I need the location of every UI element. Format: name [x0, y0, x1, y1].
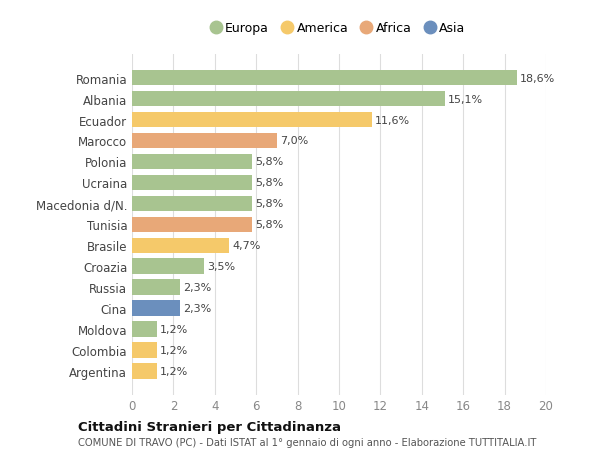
- Bar: [132, 196, 252, 212]
- Text: 3,5%: 3,5%: [208, 262, 236, 272]
- Bar: [132, 343, 157, 358]
- Bar: [132, 238, 229, 254]
- Text: 1,2%: 1,2%: [160, 325, 188, 335]
- Bar: [132, 322, 157, 337]
- Bar: [132, 280, 179, 296]
- Text: 2,3%: 2,3%: [183, 304, 211, 313]
- Text: 15,1%: 15,1%: [448, 94, 483, 104]
- Text: 5,8%: 5,8%: [255, 157, 283, 167]
- Text: COMUNE DI TRAVO (PC) - Dati ISTAT al 1° gennaio di ogni anno - Elaborazione TUTT: COMUNE DI TRAVO (PC) - Dati ISTAT al 1° …: [78, 437, 536, 447]
- Text: 5,8%: 5,8%: [255, 220, 283, 230]
- Text: 5,8%: 5,8%: [255, 199, 283, 209]
- Bar: [132, 259, 205, 274]
- Bar: [132, 133, 277, 149]
- Text: 18,6%: 18,6%: [520, 73, 556, 84]
- Bar: [132, 154, 252, 170]
- Bar: [132, 175, 252, 191]
- Bar: [132, 71, 517, 86]
- Bar: [132, 301, 179, 317]
- Legend: Europa, America, Africa, Asia: Europa, America, Africa, Asia: [208, 17, 470, 40]
- Bar: [132, 364, 157, 379]
- Bar: [132, 91, 445, 107]
- Text: 4,7%: 4,7%: [232, 241, 261, 251]
- Text: 7,0%: 7,0%: [280, 136, 308, 146]
- Text: 2,3%: 2,3%: [183, 283, 211, 293]
- Text: 11,6%: 11,6%: [375, 115, 410, 125]
- Text: 1,2%: 1,2%: [160, 346, 188, 356]
- Bar: [132, 217, 252, 233]
- Text: 5,8%: 5,8%: [255, 178, 283, 188]
- Text: 1,2%: 1,2%: [160, 366, 188, 376]
- Bar: [132, 112, 372, 128]
- Text: Cittadini Stranieri per Cittadinanza: Cittadini Stranieri per Cittadinanza: [78, 420, 341, 433]
